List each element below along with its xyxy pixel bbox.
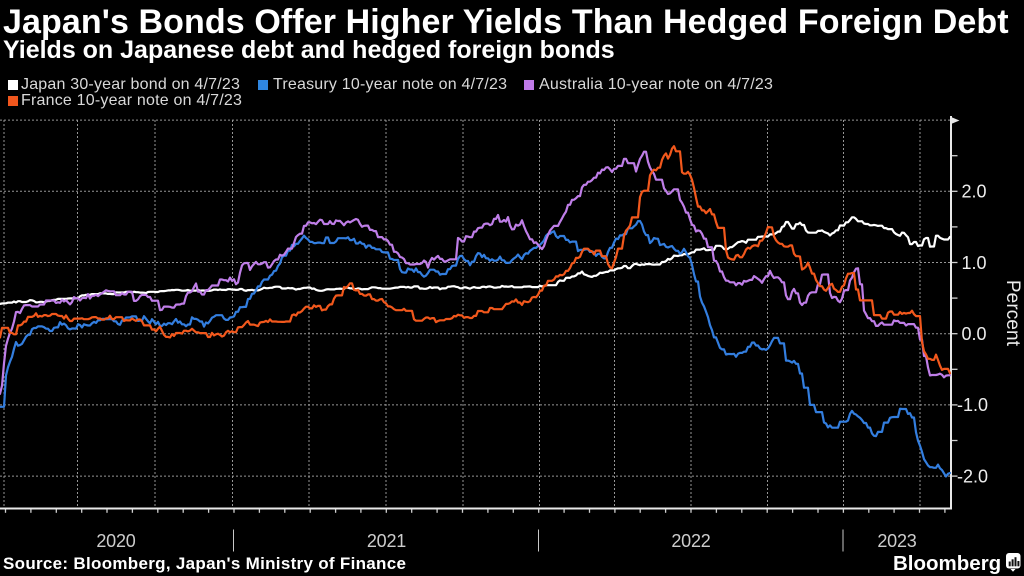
svg-text:0.0: 0.0 — [962, 324, 987, 344]
svg-text:-1.0: -1.0 — [957, 395, 988, 415]
svg-text:2023: 2023 — [877, 531, 916, 551]
svg-text:Percent: Percent — [1002, 280, 1023, 347]
svg-text:2020: 2020 — [96, 531, 135, 551]
svg-text:2022: 2022 — [671, 531, 710, 551]
svg-text:1.0: 1.0 — [962, 253, 987, 273]
svg-text:2021: 2021 — [367, 531, 406, 551]
svg-text:-2.0: -2.0 — [957, 466, 988, 486]
svg-text:2.0: 2.0 — [962, 182, 987, 202]
